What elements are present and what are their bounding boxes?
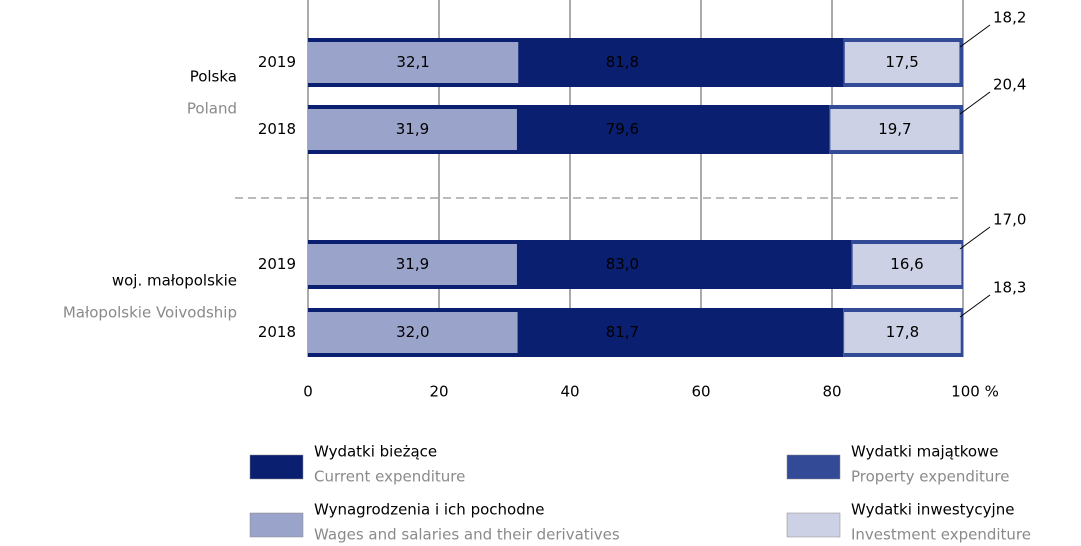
- group-label: Polska: [190, 68, 237, 86]
- legend-swatch: [786, 512, 841, 538]
- leader-line: [959, 226, 991, 250]
- x-tick-label: 40: [560, 383, 579, 401]
- year-label: 2019: [258, 255, 296, 273]
- group-label: woj. małopolskie: [112, 272, 237, 290]
- value-label: 18,2: [993, 9, 1026, 27]
- legend-label-en: Investment expenditure: [851, 526, 1031, 544]
- bar-wages: [308, 42, 519, 83]
- legend-swatch: [786, 454, 841, 480]
- bar-investment: [830, 109, 960, 150]
- bar-wages: [308, 109, 517, 150]
- value-label: 31,9: [396, 120, 429, 138]
- legend-label-en: Current expenditure: [314, 468, 465, 486]
- x-tick-label: 0: [303, 383, 313, 401]
- value-label: 81,8: [606, 53, 639, 71]
- x-tick-label: 100 %: [951, 383, 999, 401]
- legend-label: Wydatki bieżące: [314, 443, 437, 461]
- legend-label: Wydatki inwestycyjne: [851, 501, 1014, 519]
- value-label: 79,6: [606, 120, 639, 138]
- value-label: 17,0: [993, 211, 1026, 229]
- bar-investment: [852, 244, 962, 285]
- x-tick-label: 20: [429, 383, 448, 401]
- legend-label-en: Property expenditure: [851, 468, 1009, 486]
- bar-investment: [844, 312, 961, 353]
- value-label: 31,9: [396, 255, 429, 273]
- value-label: 19,7: [878, 120, 911, 138]
- value-label: 20,4: [993, 76, 1026, 94]
- leader-line: [959, 294, 991, 318]
- x-tick-label: 60: [691, 383, 710, 401]
- legend-swatch: [249, 454, 304, 480]
- leader-line: [959, 91, 991, 115]
- legend-swatch: [249, 512, 304, 538]
- value-label: 32,0: [396, 323, 429, 341]
- bar-wages: [308, 244, 517, 285]
- value-label: 17,8: [886, 323, 919, 341]
- group-label-en: Małopolskie Voivodship: [63, 304, 237, 322]
- value-label: 18,3: [993, 279, 1026, 297]
- value-label: 17,5: [885, 53, 918, 71]
- legend-label: Wynagrodzenia i ich pochodne: [314, 501, 544, 519]
- bar-investment: [844, 42, 960, 83]
- year-label: 2018: [258, 323, 296, 341]
- value-label: 81,7: [606, 323, 639, 341]
- bar-wages: [308, 312, 518, 353]
- value-label: 32,1: [396, 53, 429, 71]
- value-label: 16,6: [890, 255, 923, 273]
- leader-line: [959, 24, 991, 48]
- x-tick-label: 80: [822, 383, 841, 401]
- legend-label: Wydatki majątkowe: [851, 443, 999, 461]
- legend-label-en: Wages and salaries and their derivatives: [314, 526, 620, 544]
- value-label: 83,0: [606, 255, 639, 273]
- year-label: 2019: [258, 53, 296, 71]
- group-label-en: Poland: [187, 100, 237, 118]
- year-label: 2018: [258, 120, 296, 138]
